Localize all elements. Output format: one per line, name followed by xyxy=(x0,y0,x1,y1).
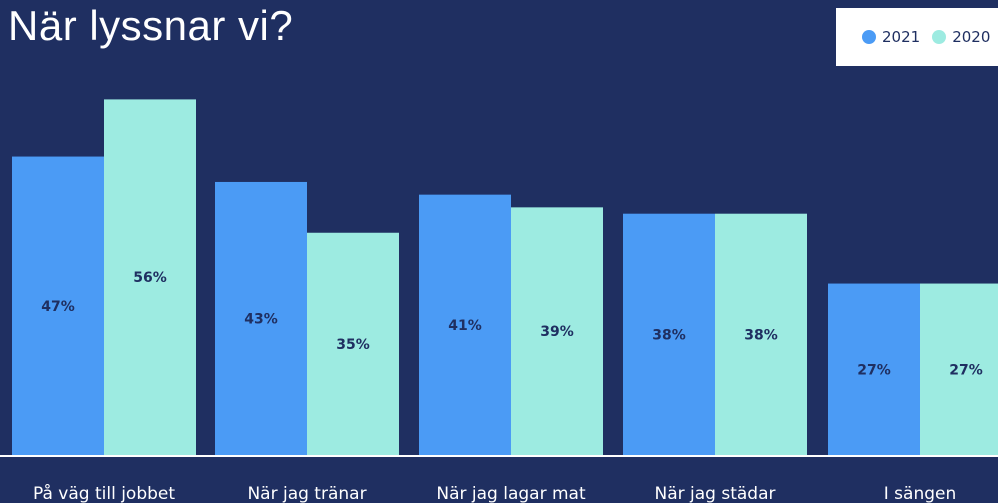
value-label-2020-0: 56% xyxy=(133,270,167,286)
legend-label-2021: 2021 xyxy=(882,28,921,46)
value-label-2021-0: 47% xyxy=(41,299,75,315)
bar-2021-1 xyxy=(215,181,307,455)
bar-2020-4 xyxy=(920,283,998,455)
chart-title: När lyssnar vi? xyxy=(8,2,294,49)
legend-item-2020: 2020 xyxy=(932,28,990,46)
value-label-2020-4: 27% xyxy=(949,362,983,378)
bar-2020-3 xyxy=(715,213,807,455)
bar-2020-0 xyxy=(104,99,196,456)
category-label-3: När jag städar xyxy=(654,484,775,503)
legend: 2021 2020 xyxy=(836,8,998,66)
bar-2021-2 xyxy=(419,194,511,455)
bar-2021-4 xyxy=(828,283,920,455)
category-label-0: På väg till jobbet xyxy=(33,483,175,503)
value-label-2021-1: 43% xyxy=(244,311,278,327)
value-label-2021-3: 38% xyxy=(652,327,686,343)
category-label-4: I sängen xyxy=(884,484,957,503)
bar-2021-0 xyxy=(12,156,104,456)
bar-2020-1 xyxy=(307,232,399,455)
value-label-2020-3: 38% xyxy=(744,327,778,343)
value-label-2020-2: 39% xyxy=(540,324,574,340)
value-label-2021-4: 27% xyxy=(857,362,891,378)
legend-label-2020: 2020 xyxy=(952,28,991,46)
value-label-2021-2: 41% xyxy=(448,318,482,334)
legend-swatch-2021 xyxy=(862,30,876,44)
category-label-2: När jag lagar mat xyxy=(436,484,586,503)
category-label-1: När jag tränar xyxy=(247,484,366,503)
bar-2021-3 xyxy=(623,213,715,455)
legend-item-2021: 2021 xyxy=(862,28,920,46)
value-label-2020-1: 35% xyxy=(336,337,370,353)
legend-swatch-2020 xyxy=(932,30,947,44)
bar-2020-2 xyxy=(511,207,603,455)
